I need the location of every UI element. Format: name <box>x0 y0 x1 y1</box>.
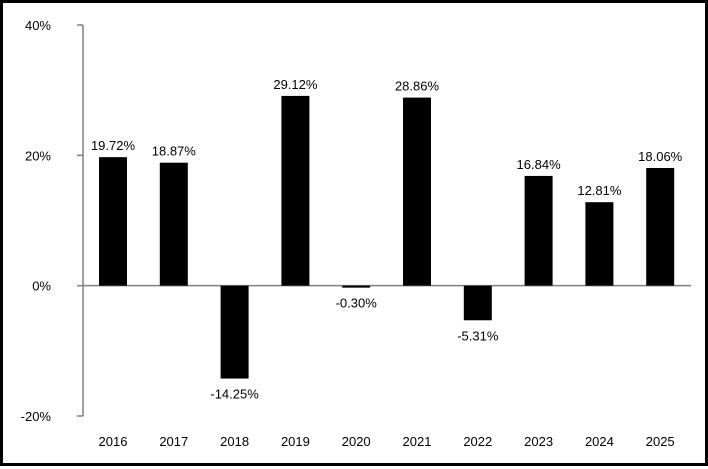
bar-2021 <box>403 97 431 286</box>
y-tick-label: 0% <box>32 279 51 294</box>
data-labels: 19.72% 18.87% -14.25% 29.12% -0.30% 28.86% -5.… <box>91 77 683 402</box>
bar-2016 <box>99 157 127 286</box>
data-label-2018: -14.25% <box>210 387 259 402</box>
bar-2022 <box>463 285 492 321</box>
y-axis-ticks: 40% 20% 0% -20% <box>21 18 83 424</box>
bar-2017 <box>159 162 188 286</box>
bar-2018 <box>220 285 249 379</box>
data-label-2021: 28.86% <box>395 79 440 94</box>
x-tick-label-2017: 2017 <box>159 434 188 449</box>
data-label-2019: 29.12% <box>273 77 318 92</box>
y-tick-label: 20% <box>25 148 51 163</box>
bars <box>99 95 675 379</box>
data-label-2025: 18.06% <box>638 149 683 164</box>
bar-2023 <box>524 175 553 286</box>
x-tick-label-2019: 2019 <box>281 434 310 449</box>
bar-2025 <box>646 167 675 286</box>
x-tick-label-2022: 2022 <box>463 434 492 449</box>
x-tick-label-2016: 2016 <box>99 434 128 449</box>
x-tick-label-2023: 2023 <box>524 434 553 449</box>
bar-2020 <box>342 285 371 288</box>
x-tick-label-2018: 2018 <box>220 434 249 449</box>
y-tick-label: 40% <box>25 18 51 33</box>
x-tick-label-2021: 2021 <box>403 434 432 449</box>
x-axis-labels: 2016 2017 2018 2019 2020 2021 2022 2023 2024 2025 <box>99 434 675 449</box>
data-label-2022: -5.31% <box>457 328 499 343</box>
x-tick-label-2024: 2024 <box>585 434 614 449</box>
data-label-2017: 18.87% <box>152 144 197 159</box>
x-tick-label-2020: 2020 <box>342 434 371 449</box>
data-label-2020: -0.30% <box>336 296 378 311</box>
data-label-2016: 19.72% <box>91 138 136 153</box>
bar-2024 <box>585 202 614 286</box>
data-label-2023: 16.84% <box>517 157 562 172</box>
bar-chart: 40% 20% 0% -20% 19.72% 18.87% -14.25% 29.12% -0… <box>21 18 691 449</box>
x-tick-label-2025: 2025 <box>646 434 675 449</box>
y-tick-label: -20% <box>21 409 52 424</box>
bar-2019 <box>281 95 310 286</box>
data-label-2024: 12.81% <box>577 183 622 198</box>
